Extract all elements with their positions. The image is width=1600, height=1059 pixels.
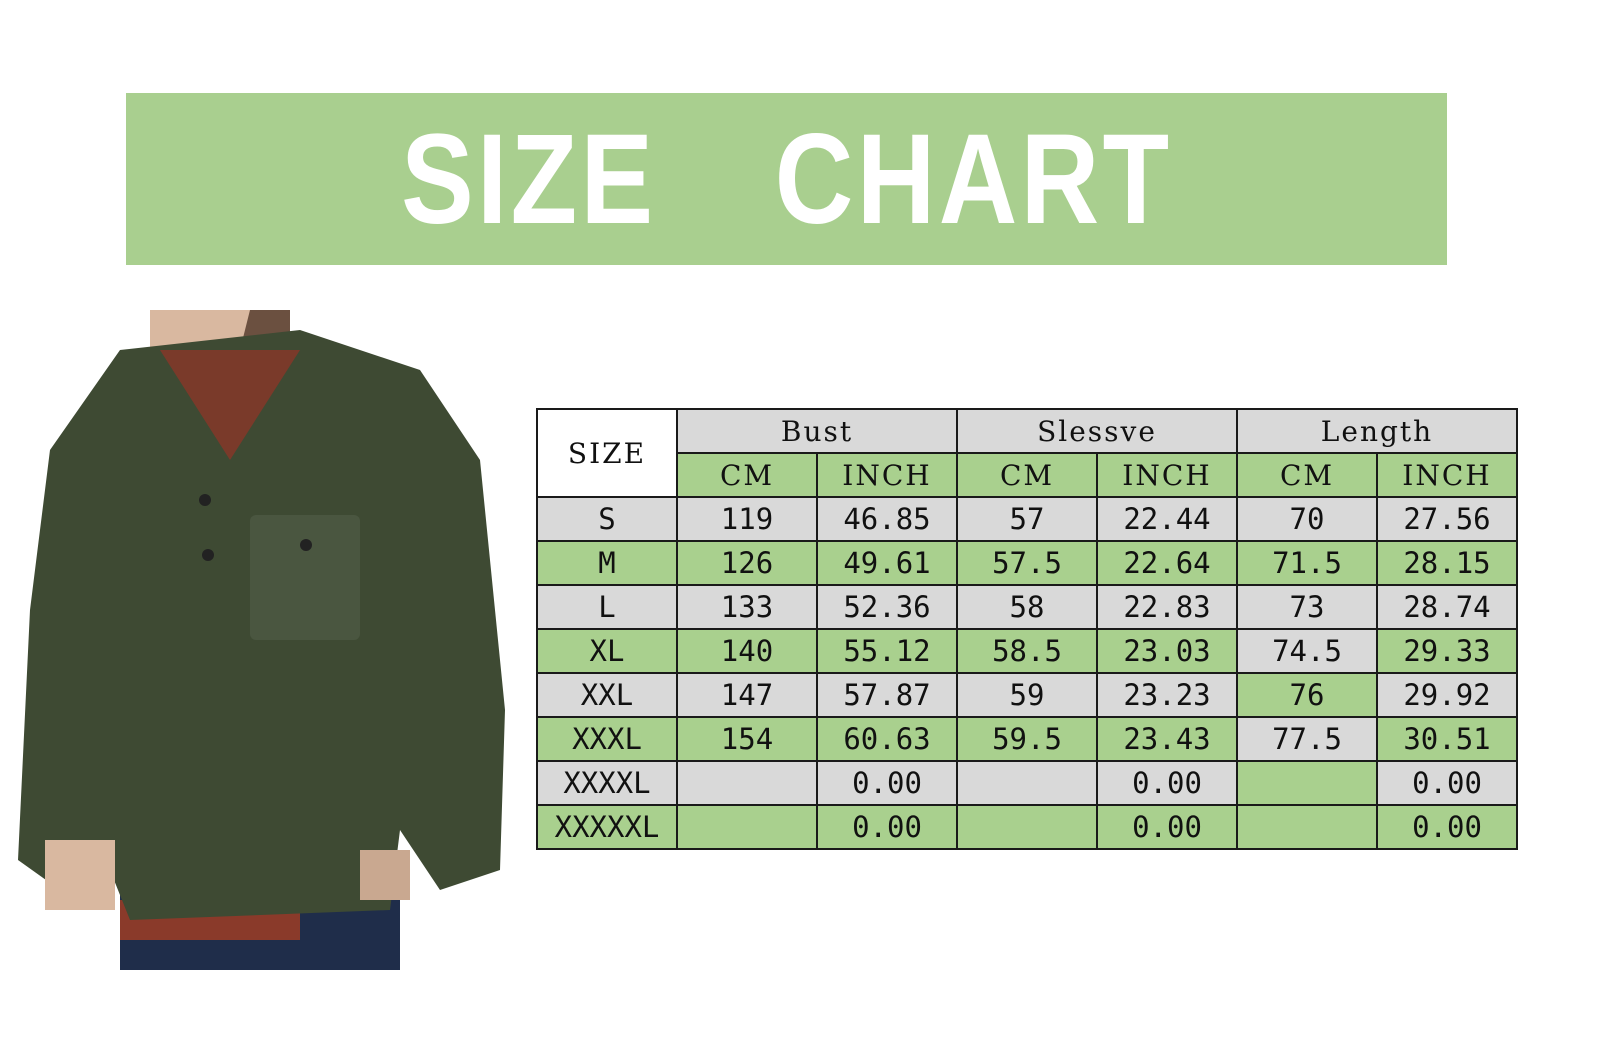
page-title: SIZE CHART <box>400 107 1173 251</box>
size-cell: XXXL <box>536 716 678 762</box>
group-sleeve: Slessve <box>956 408 1238 454</box>
measurement-cell: 29.33 <box>1376 628 1518 674</box>
unit-header: CM <box>1236 452 1378 498</box>
table-row: XXL 147 57.87 59 23.23 76 29.92 <box>536 672 1518 718</box>
measurement-cell: 71.5 <box>1236 540 1378 586</box>
size-cell: XXXXL <box>536 760 678 806</box>
measurement-cell: 28.15 <box>1376 540 1518 586</box>
measurement-cell: 0.00 <box>816 760 958 806</box>
measurement-cell <box>676 760 818 806</box>
measurement-cell: 22.64 <box>1096 540 1238 586</box>
measurement-cell: 119 <box>676 496 818 542</box>
measurement-cell: 74.5 <box>1236 628 1378 674</box>
measurement-cell: 0.00 <box>816 804 958 850</box>
group-length: Length <box>1236 408 1518 454</box>
measurement-cell <box>956 804 1098 850</box>
unit-header: INCH <box>1376 452 1518 498</box>
size-table: SIZE Bust Slessve Length CM INCH CM INCH CM I… <box>536 408 1518 850</box>
product-photo <box>18 310 505 970</box>
measurement-cell: 126 <box>676 540 818 586</box>
size-cell: M <box>536 540 678 586</box>
table-row: M 126 49.61 57.5 22.64 71.5 28.15 <box>536 540 1518 586</box>
measurement-cell: 52.36 <box>816 584 958 630</box>
measurement-cell: 133 <box>676 584 818 630</box>
table-row: L 133 52.36 58 22.83 73 28.74 <box>536 584 1518 630</box>
measurement-cell: 29.92 <box>1376 672 1518 718</box>
table-row: XXXXXL 0.00 0.00 0.00 <box>536 804 1518 850</box>
measurement-cell <box>676 804 818 850</box>
size-cell: XL <box>536 628 678 674</box>
measurement-cell: 0.00 <box>1096 760 1238 806</box>
measurement-cell: 58 <box>956 584 1098 630</box>
measurement-cell: 58.5 <box>956 628 1098 674</box>
table-row: XXXXL 0.00 0.00 0.00 <box>536 760 1518 806</box>
measurement-cell: 28.74 <box>1376 584 1518 630</box>
measurement-cell: 140 <box>676 628 818 674</box>
size-cell: XXL <box>536 672 678 718</box>
measurement-cell: 27.56 <box>1376 496 1518 542</box>
measurement-cell: 59 <box>956 672 1098 718</box>
unit-header: CM <box>676 452 818 498</box>
measurement-cell: 154 <box>676 716 818 762</box>
unit-header: INCH <box>1096 452 1238 498</box>
measurement-cell: 30.51 <box>1376 716 1518 762</box>
measurement-cell: 0.00 <box>1376 760 1518 806</box>
measurement-cell: 57 <box>956 496 1098 542</box>
measurement-cell: 73 <box>1236 584 1378 630</box>
measurement-cell: 57.87 <box>816 672 958 718</box>
measurement-cell: 0.00 <box>1096 804 1238 850</box>
measurement-cell: 0.00 <box>1376 804 1518 850</box>
measurement-cell: 70 <box>1236 496 1378 542</box>
measurement-cell <box>1236 804 1378 850</box>
measurement-cell: 77.5 <box>1236 716 1378 762</box>
measurement-cell: 147 <box>676 672 818 718</box>
measurement-cell: 49.61 <box>816 540 958 586</box>
table-row: S 119 46.85 57 22.44 70 27.56 <box>536 496 1518 542</box>
measurement-cell: 23.43 <box>1096 716 1238 762</box>
unit-header: INCH <box>816 452 958 498</box>
measurement-cell <box>956 760 1098 806</box>
measurement-cell: 23.03 <box>1096 628 1238 674</box>
measurement-cell: 59.5 <box>956 716 1098 762</box>
group-bust: Bust <box>676 408 958 454</box>
measurement-cell <box>1236 760 1378 806</box>
table-row: XXXL 154 60.63 59.5 23.43 77.5 30.51 <box>536 716 1518 762</box>
measurement-cell: 23.23 <box>1096 672 1238 718</box>
measurement-cell: 60.63 <box>816 716 958 762</box>
measurement-cell: 76 <box>1236 672 1378 718</box>
unit-header: CM <box>956 452 1098 498</box>
size-cell: L <box>536 584 678 630</box>
measurement-cell: 57.5 <box>956 540 1098 586</box>
title-banner: SIZE CHART <box>126 93 1447 265</box>
size-cell: S <box>536 496 678 542</box>
table-row: XL 140 55.12 58.5 23.03 74.5 29.33 <box>536 628 1518 674</box>
size-header: SIZE <box>536 408 678 498</box>
measurement-cell: 22.83 <box>1096 584 1238 630</box>
measurement-cell: 55.12 <box>816 628 958 674</box>
measurement-cell: 46.85 <box>816 496 958 542</box>
measurement-cell: 22.44 <box>1096 496 1238 542</box>
size-cell: XXXXXL <box>536 804 678 850</box>
